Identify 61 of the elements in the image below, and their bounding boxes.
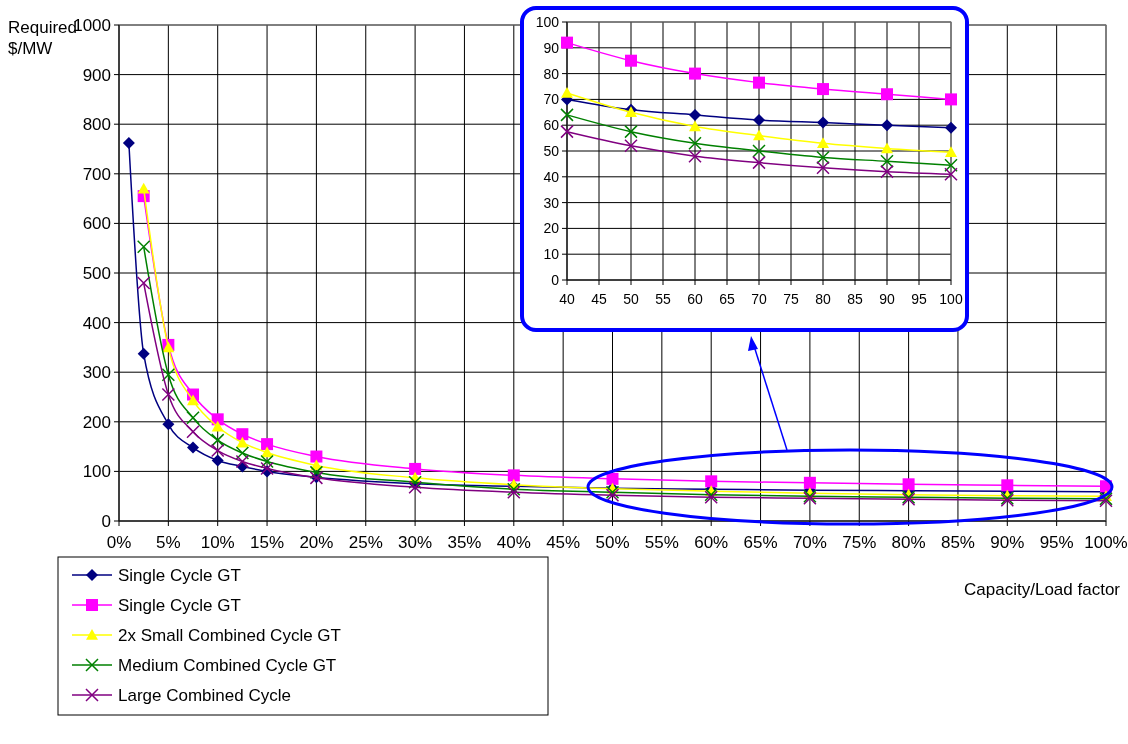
y-tick-label: 80 bbox=[543, 65, 560, 82]
x-tick-label: 80% bbox=[891, 533, 926, 552]
x-tick-label: 85% bbox=[940, 533, 975, 552]
y-tick-label: 700 bbox=[82, 164, 111, 184]
x-tick-label: 65 bbox=[719, 291, 735, 307]
x-tick-label: 40 bbox=[559, 291, 575, 307]
x-tick-label: 55 bbox=[655, 291, 671, 307]
x-tick-label: 30% bbox=[398, 533, 433, 552]
y-tick-label: 70 bbox=[543, 91, 560, 108]
y-tick-label: 40 bbox=[543, 168, 560, 185]
y-tick-label: 60 bbox=[543, 117, 560, 134]
x-tick-label: 20% bbox=[299, 533, 334, 552]
x-tick-label: 90 bbox=[879, 291, 895, 307]
x-tick-label: 95 bbox=[911, 291, 927, 307]
y-tick-label: 500 bbox=[82, 263, 111, 283]
y-tick-label: 200 bbox=[82, 412, 111, 432]
legend-label: Medium Combined Cycle GT bbox=[118, 655, 337, 675]
x-tick-label: 75% bbox=[842, 533, 877, 552]
x-tick-label: 80 bbox=[815, 291, 831, 307]
x-tick-label: 35% bbox=[447, 533, 482, 552]
y-tick-label: 20 bbox=[543, 220, 560, 237]
y-tick-label: 300 bbox=[82, 363, 111, 383]
y-tick-label: 0 bbox=[551, 271, 560, 288]
y-tick-label: 400 bbox=[82, 313, 111, 333]
x-tick-label: 100 bbox=[939, 291, 963, 307]
x-tick-label: 15% bbox=[250, 533, 285, 552]
x-tick-label: 95% bbox=[1039, 533, 1074, 552]
x-tick-label: 100% bbox=[1084, 533, 1128, 552]
x-tick-label: 90% bbox=[990, 533, 1025, 552]
x-tick-label: 85 bbox=[847, 291, 863, 307]
x-tick-label: 60% bbox=[694, 533, 729, 552]
x-tick-label: 65% bbox=[743, 533, 778, 552]
x-tick-label: 5% bbox=[156, 533, 181, 552]
y-tick-label: 50 bbox=[543, 142, 560, 159]
x-tick-label: 45 bbox=[591, 291, 607, 307]
x-tick-label: 70 bbox=[751, 291, 767, 307]
x-tick-label: 25% bbox=[348, 533, 383, 552]
y-tick-label: 100 bbox=[535, 13, 560, 30]
y-tick-label: 0 bbox=[101, 511, 111, 531]
x-axis-title: Capacity/Load factor bbox=[964, 580, 1121, 599]
x-tick-label: 55% bbox=[644, 533, 679, 552]
y-tick-label: 90 bbox=[543, 39, 560, 56]
x-tick-label: 0% bbox=[106, 533, 132, 552]
x-tick-label: 60 bbox=[687, 291, 703, 307]
x-tick-label: 50% bbox=[595, 533, 630, 552]
x-tick-label: 45% bbox=[546, 533, 581, 552]
y-tick-label: 100 bbox=[82, 462, 111, 482]
x-tick-label: 10% bbox=[200, 533, 235, 552]
legend-label: Single Cycle GT bbox=[118, 595, 241, 615]
x-tick-label: 70% bbox=[792, 533, 827, 552]
legend-label: Large Combined Cycle bbox=[118, 685, 291, 705]
y-tick-label: 30 bbox=[543, 194, 560, 211]
legend-label: 2x Small Combined Cycle GT bbox=[118, 625, 341, 645]
legend-label: Single Cycle GT bbox=[118, 565, 241, 585]
y-tick-label: 900 bbox=[82, 65, 111, 85]
x-tick-label: 40% bbox=[496, 533, 531, 552]
y-tick-label: 800 bbox=[82, 115, 111, 135]
y-tick-label: 600 bbox=[82, 214, 111, 234]
y-tick-label: 10 bbox=[543, 246, 560, 263]
x-tick-label: 75 bbox=[783, 291, 799, 307]
x-tick-label: 50 bbox=[623, 291, 639, 307]
